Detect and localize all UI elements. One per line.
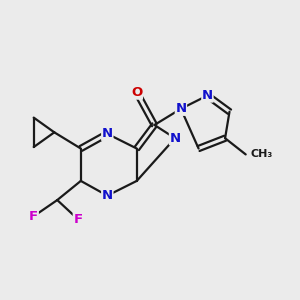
Text: CH₃: CH₃ [250,149,272,159]
Text: N: N [102,127,113,140]
Text: N: N [169,132,181,145]
Text: F: F [29,210,38,223]
Text: N: N [202,89,213,102]
Text: O: O [131,86,142,99]
Text: N: N [176,102,187,115]
Text: F: F [73,213,83,226]
Text: N: N [102,189,113,202]
